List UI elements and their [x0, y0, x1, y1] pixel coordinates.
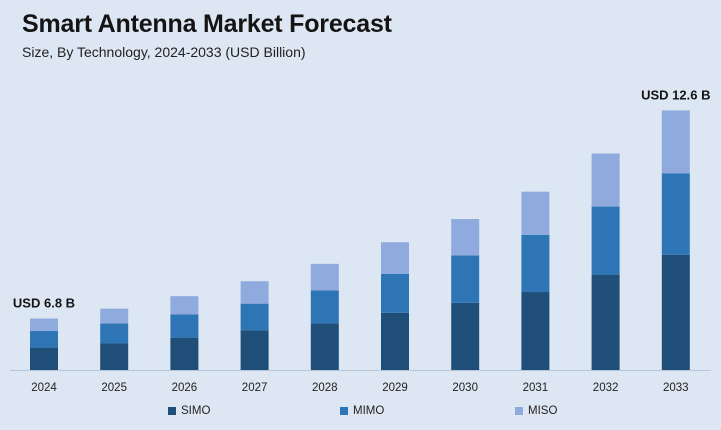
x-tick-label: 2028 — [312, 382, 338, 394]
x-tick-label: 2032 — [593, 382, 619, 394]
total-annotation-2024: USD 6.8 B — [13, 296, 75, 311]
bar-segment-mimo-2026 — [170, 314, 199, 338]
bar-segment-mimo-2028 — [310, 290, 339, 324]
bar-segment-miso-2026 — [170, 296, 199, 315]
legend-label: MIMO — [353, 405, 385, 417]
legend-item-miso: MISO — [515, 405, 557, 417]
x-tick-label: 2030 — [452, 382, 478, 394]
bar-segment-miso-2030 — [451, 219, 480, 256]
chart-subtitle: Size, By Technology, 2024-2033 (USD Bill… — [22, 44, 306, 60]
bar-segment-miso-2027 — [240, 281, 269, 304]
x-tick-label: 2027 — [242, 382, 268, 394]
legend-item-simo: SIMO — [168, 405, 210, 417]
x-tick-label: 2026 — [172, 382, 198, 394]
legend-swatch — [515, 407, 523, 415]
x-tick-label: 2024 — [31, 382, 57, 394]
bar-segment-simo-2029 — [381, 312, 409, 370]
bar-segment-simo-2028 — [310, 323, 339, 370]
bar-segment-mimo-2027 — [240, 303, 269, 331]
bar-segment-simo-2030 — [451, 302, 480, 370]
bar-segment-miso-2031 — [521, 191, 550, 235]
bar-segment-simo-2024 — [30, 347, 58, 370]
bar-segment-mimo-2033 — [661, 173, 690, 255]
total-annotation-2033: USD 12.6 B — [641, 87, 710, 102]
bar-segment-simo-2033 — [661, 254, 690, 370]
bar-segment-simo-2027 — [240, 330, 269, 370]
legend-swatch — [168, 407, 176, 415]
bar-segment-simo-2026 — [170, 337, 199, 370]
bar-segment-miso-2029 — [381, 242, 409, 274]
legend-swatch — [340, 407, 348, 415]
chart-title: Smart Antenna Market Forecast — [22, 10, 392, 38]
bar-segment-mimo-2024 — [30, 331, 58, 348]
bar-segment-simo-2031 — [521, 292, 550, 370]
bar-segment-miso-2025 — [100, 308, 129, 324]
bar-segment-mimo-2025 — [100, 323, 129, 344]
chart-legend: SIMO MIMO MISO — [0, 405, 721, 421]
bar-segment-mimo-2030 — [451, 255, 480, 303]
bar-segment-simo-2025 — [100, 343, 129, 370]
bar-segment-miso-2024 — [30, 318, 58, 332]
x-tick-label: 2029 — [382, 382, 408, 394]
legend-item-mimo: MIMO — [340, 405, 384, 417]
x-tick-label: 2025 — [101, 382, 127, 394]
x-tick-label: 2033 — [663, 382, 689, 394]
bar-segment-mimo-2032 — [591, 206, 620, 275]
legend-label: SIMO — [181, 405, 211, 417]
bar-segment-mimo-2029 — [381, 273, 409, 313]
x-tick-label: 2031 — [523, 382, 549, 394]
bar-segment-miso-2033 — [661, 110, 690, 174]
bar-segment-simo-2032 — [591, 274, 620, 370]
bar-segment-miso-2032 — [591, 153, 620, 207]
bar-segment-miso-2028 — [310, 263, 339, 291]
bar-segment-mimo-2031 — [521, 234, 550, 293]
legend-label: MISO — [528, 405, 558, 417]
